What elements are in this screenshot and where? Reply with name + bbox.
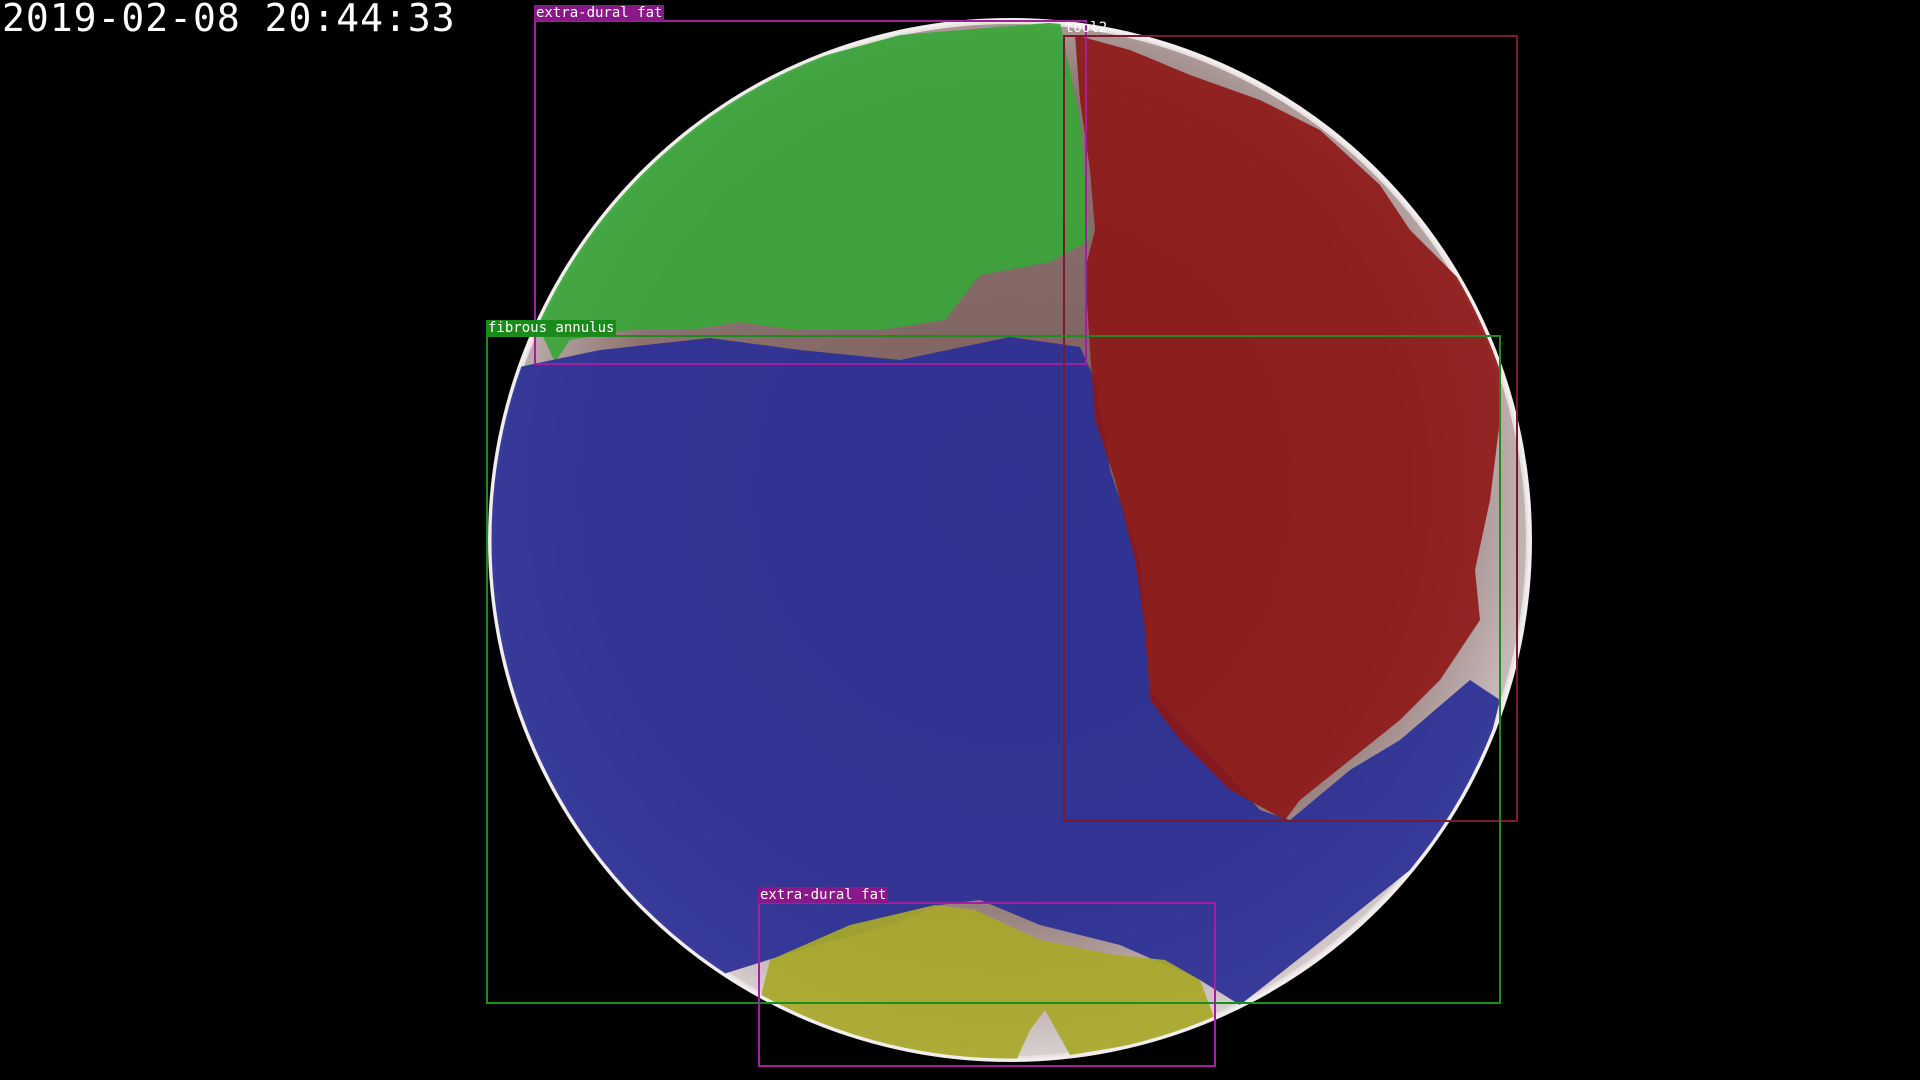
timestamp: 2019-02-08 20:44:33: [2, 0, 456, 40]
mask-fibrous-annulus: [490, 337, 1500, 1005]
mask-extra-dural-fat-top: [535, 22, 1090, 362]
mask-tool2: [1075, 35, 1500, 820]
mask-extra-dural-fat-bottom: [760, 905, 1215, 1060]
